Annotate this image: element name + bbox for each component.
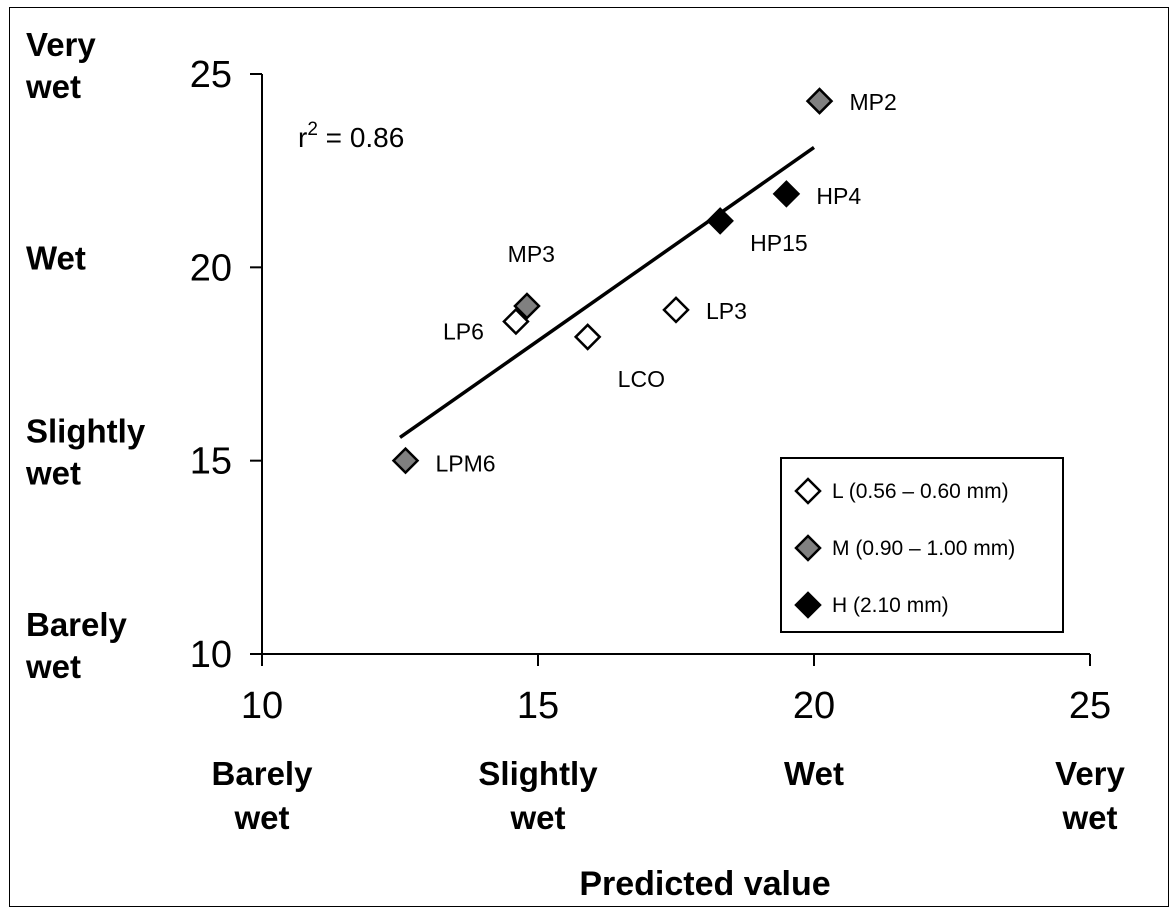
axes <box>250 73 1091 666</box>
y-tick-label: 10 <box>190 634 232 676</box>
legend-label: M (0.90 – 1.00 mm) <box>832 537 1015 560</box>
data-point-hp15 <box>706 207 734 235</box>
chart-frame <box>9 7 1169 907</box>
tick-labels: 10 15 20 25 10 15 20 25 <box>190 54 1111 727</box>
legend-marker <box>794 591 822 619</box>
data-point-hp4 <box>772 180 801 208</box>
y-tick-label: 20 <box>190 247 232 289</box>
x-category-label: Very <box>1055 755 1125 792</box>
category-labels: Barely wet Slightly wet Wet Very wet Barely wet S… <box>25 26 1126 836</box>
data-point-lp3 <box>662 296 690 324</box>
legend-box <box>780 457 1064 633</box>
legend-label: L (0.56 – 0.60 mm) <box>832 480 1009 503</box>
y-category-label: Barely <box>26 606 128 643</box>
y-category-label: Very <box>26 26 96 63</box>
y-category-label: Slightly <box>26 413 146 450</box>
data-point-lco <box>573 323 602 351</box>
x-tick-label: 25 <box>1069 685 1111 727</box>
data-point-lpm6 <box>391 446 420 475</box>
point-label-hp4: HP4 <box>816 183 861 209</box>
point-label-mp2: MP2 <box>850 89 897 115</box>
legend: L (0.56 – 0.60 mm) M (0.90 – 1.00 mm) H (2… <box>780 457 1064 633</box>
point-label-lpm6: LPM6 <box>436 451 496 477</box>
x-category-label: wet <box>233 799 289 836</box>
legend-label: H (2.10 mm) <box>832 594 949 617</box>
x-category-label: Barely <box>212 755 314 792</box>
x-category-label: Wet <box>784 755 844 792</box>
data-point-mp2 <box>805 87 834 115</box>
trendline <box>398 146 816 439</box>
point-label-lp6: LP6 <box>443 318 484 344</box>
x-axis-title: Predicted value <box>579 865 830 903</box>
x-category-label: wet <box>509 799 565 836</box>
r-squared-annotation: r2 = 0.86 <box>298 119 404 153</box>
x-tick-label: 15 <box>517 685 559 727</box>
legend-marker <box>794 534 822 562</box>
y-category-label: wet <box>25 455 81 492</box>
x-category-label: wet <box>1061 799 1117 836</box>
point-label-lp3: LP3 <box>706 298 747 324</box>
x-tick-label: 10 <box>241 685 283 727</box>
x-tick-label: 20 <box>793 685 835 727</box>
point-label-hp15: HP15 <box>750 230 808 256</box>
y-tick-label: 25 <box>190 54 232 96</box>
x-category-label: Slightly <box>478 755 598 792</box>
data-point-lp6 <box>502 307 530 336</box>
point-label-mp3: MP3 <box>508 241 555 267</box>
y-tick-label: 15 <box>190 441 232 483</box>
legend-marker <box>794 477 822 505</box>
legend-items: L (0.56 – 0.60 mm) M (0.90 – 1.00 mm) H (2… <box>794 477 1015 619</box>
y-category-label: wet <box>25 648 81 685</box>
point-labels: LP6 LCO LP3 MP2 MP3 LPM6 HP4 HP15 <box>436 89 897 477</box>
y-category-label: wet <box>25 68 81 105</box>
point-label-lco: LCO <box>618 366 665 392</box>
data-points <box>391 87 834 475</box>
data-point-mp3 <box>513 292 541 320</box>
y-category-label: Wet <box>26 239 86 276</box>
